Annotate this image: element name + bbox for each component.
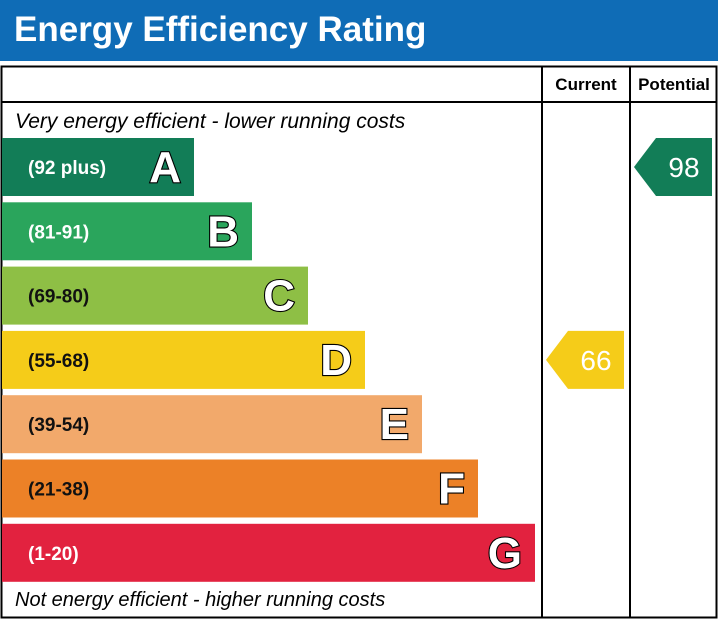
chart-frame: [0, 65, 718, 619]
band-f-letter: F: [438, 465, 465, 514]
current-rating-marker: [546, 330, 624, 389]
band-d-bar: [2, 330, 365, 389]
band-b-bar: [2, 202, 252, 261]
rating-markers: 66 98: [546, 138, 712, 389]
band-e-letter: E: [380, 400, 409, 449]
band-f-range: (21-38): [28, 480, 89, 501]
potential-column-header: Potential: [638, 75, 710, 94]
band-c-letter: C: [263, 272, 295, 321]
potential-rating-marker: [634, 138, 712, 196]
band-g-range: (1-20): [28, 544, 79, 565]
rating-bands: (92 plus) A (81-91) B (69-80) C (55-68) D (39-54…: [2, 138, 535, 582]
potential-rating-value: 98: [668, 152, 699, 183]
band-f-bar: [2, 459, 478, 518]
band-b-range: (81-91): [28, 222, 89, 243]
current-column-header: Current: [555, 75, 617, 94]
band-c-range: (69-80): [28, 287, 89, 308]
bottom-note: Not energy efficient - higher running co…: [15, 589, 385, 611]
band-a-letter: A: [149, 143, 181, 192]
page-title: Energy Efficiency Rating: [14, 10, 427, 49]
band-a-bar: [2, 138, 194, 196]
band-e-range: (39-54): [28, 415, 89, 436]
band-d-range: (55-68): [28, 351, 89, 372]
band-c-bar: [2, 266, 308, 325]
current-rating-value: 66: [580, 345, 611, 376]
top-note: Very energy efficient - lower running co…: [15, 110, 406, 133]
band-g-bar: [2, 523, 535, 582]
band-a-range: (92 plus): [28, 158, 106, 179]
band-d-letter: D: [320, 336, 352, 385]
band-b-letter: B: [207, 207, 239, 256]
header-bar: Energy Efficiency Rating: [0, 0, 718, 61]
band-e-bar: [2, 395, 422, 454]
band-g-letter: G: [488, 529, 522, 578]
